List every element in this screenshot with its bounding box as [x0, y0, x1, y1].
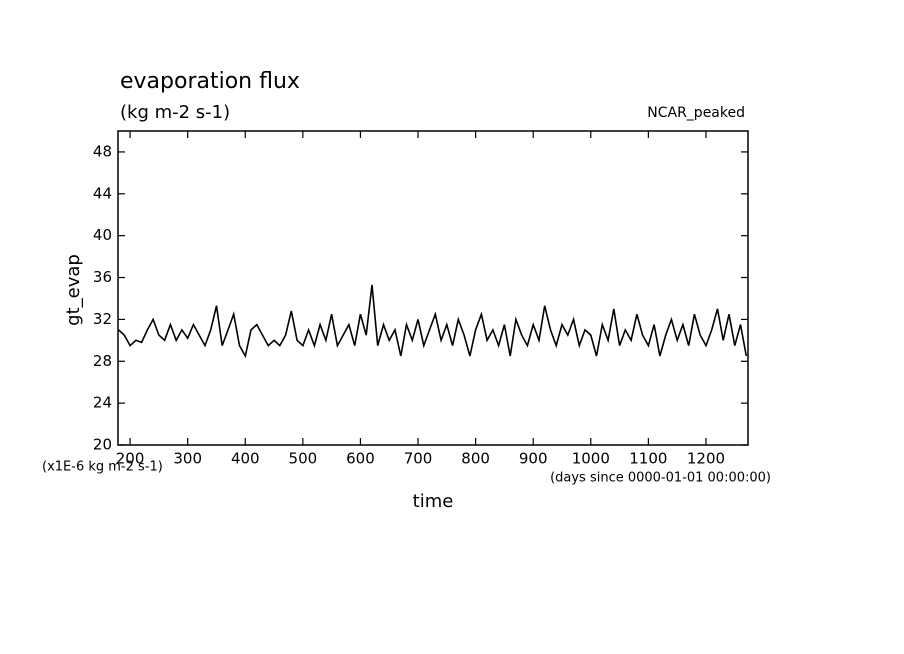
x-tick-label: 1100: [629, 450, 667, 468]
x-tick-label: 200: [116, 450, 145, 468]
data-line: [118, 284, 748, 359]
y-tick-label: 24: [93, 394, 112, 412]
x-tick-label: 1200: [687, 450, 725, 468]
x-tick-label: 500: [289, 450, 318, 468]
y-tick-label: 32: [93, 310, 112, 328]
x-axis-label: time: [413, 491, 454, 512]
y-axis-label: gt_evap: [63, 254, 84, 326]
y-tick-label: 40: [93, 226, 112, 244]
x-tick-label: 300: [173, 450, 202, 468]
y-tick-label: 44: [93, 184, 112, 202]
x-tick-label: 400: [231, 450, 260, 468]
chart-title: evaporation flux: [120, 69, 300, 94]
y-tick-label: 48: [93, 142, 112, 160]
x-tick-label: 600: [346, 450, 375, 468]
y-tick-label: 36: [93, 268, 112, 286]
y-tick-label: 28: [93, 352, 112, 370]
x-tick-label: 800: [461, 450, 490, 468]
x-tick-label: 700: [404, 450, 433, 468]
x-tick-label: 1000: [572, 450, 610, 468]
y-tick-label: 20: [93, 436, 112, 454]
chart-subtitle: (kg m-2 s-1): [120, 102, 230, 123]
x-tick-label: 900: [519, 450, 548, 468]
y-units-note: (x1E-6 kg m-2 s-1): [42, 460, 163, 475]
x-units-note: (days since 0000-01-01 00:00:00): [550, 471, 771, 486]
plot-frame: [117, 130, 749, 446]
annotation: NCAR_peaked: [647, 105, 745, 121]
